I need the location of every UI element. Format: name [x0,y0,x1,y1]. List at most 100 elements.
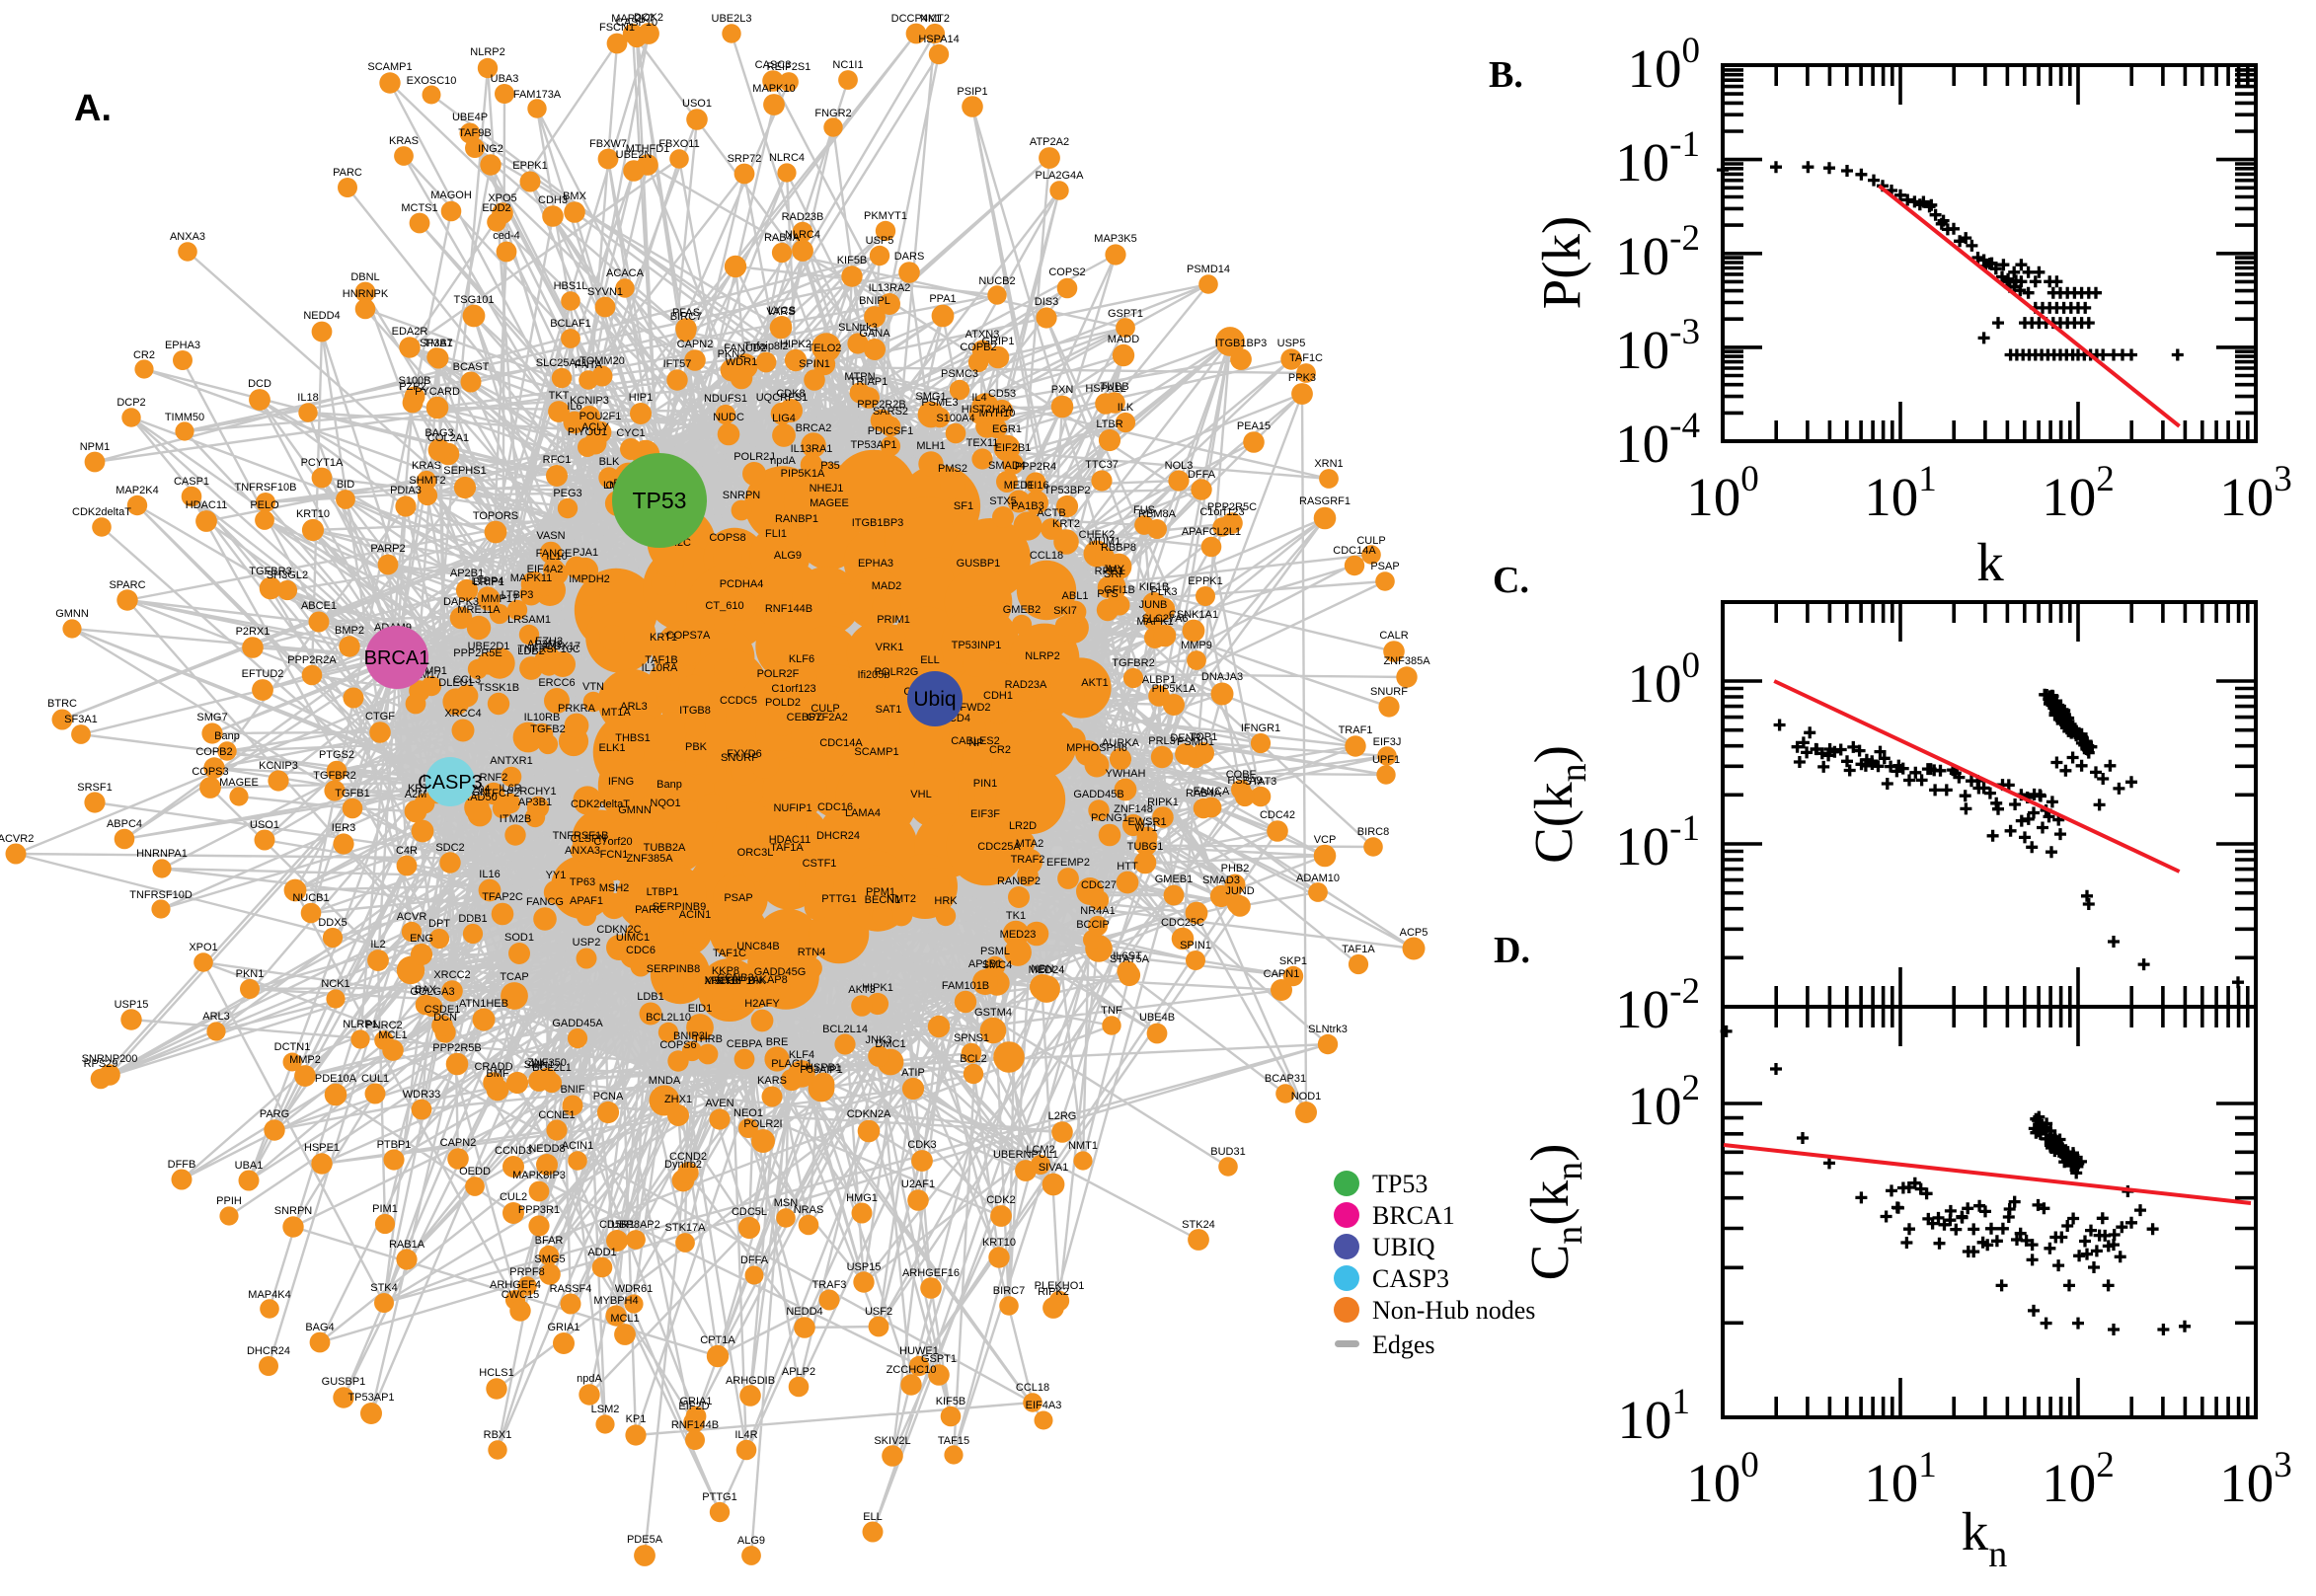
svg-text:NRAS: NRAS [794,1204,824,1216]
svg-text:CABLES2: CABLES2 [951,735,1000,747]
svg-text:PZP2: PZP2 [399,381,426,393]
svg-text:NLRP1: NLRP1 [343,1019,377,1030]
svg-text:IL6R: IL6R [499,783,521,795]
svg-text:SF3B1: SF3B1 [420,338,453,349]
svg-text:USP5: USP5 [866,235,894,247]
svg-text:CDK2: CDK2 [986,1194,1015,1206]
svg-text:CSDE1: CSDE1 [425,1004,461,1016]
svg-text:P53AIP1: P53AIP1 [800,1064,842,1076]
svg-text:ARHGEF16: ARHGEF16 [902,1267,960,1279]
svg-text:PNRC2: PNRC2 [365,1020,402,1031]
svg-text:TUBG1: TUBG1 [1127,841,1164,853]
svg-text:AKT1: AKT1 [1081,677,1109,689]
svg-text:JNK3: JNK3 [866,1034,892,1046]
svg-text:POLR2G: POLR2G [875,666,919,678]
svg-text:PLA2G4A: PLA2G4A [1036,170,1085,182]
svg-text:SMG7: SMG7 [196,712,227,723]
svg-text:CD53: CD53 [988,388,1016,400]
svg-text:D.: D. [1494,930,1530,971]
svg-text:COPS2: COPS2 [1048,266,1085,278]
svg-text:SRF: SRF [1104,569,1125,580]
svg-text:XPO1: XPO1 [189,942,217,953]
svg-text:RAB4A: RAB4A [764,232,801,244]
svg-text:NUDC: NUDC [713,412,744,423]
svg-text:BAG4: BAG4 [305,1322,334,1333]
svg-text:HSPE1: HSPE1 [304,1142,340,1154]
svg-text:UBE4B: UBE4B [1139,1012,1175,1024]
svg-text:TSG101: TSG101 [454,294,495,306]
svg-text:UPF1: UPF1 [1372,754,1400,766]
svg-text:MYBPH4: MYBPH4 [593,1295,638,1307]
svg-text:PTGS2: PTGS2 [319,749,354,761]
svg-text:PARC: PARC [333,167,362,179]
svg-text:CDK3: CDK3 [907,1139,936,1151]
svg-text:PCNG1: PCNG1 [1091,812,1128,824]
svg-text:CTGF: CTGF [365,711,395,722]
svg-text:GMNN: GMNN [618,804,652,816]
svg-text:SPIN1: SPIN1 [799,358,830,370]
svg-text:WT1: WT1 [1134,822,1157,834]
svg-text:TOMM20: TOMM20 [579,355,625,367]
svg-text:CYC1: CYC1 [616,427,645,439]
svg-text:GUSBP1: GUSBP1 [322,1376,366,1388]
svg-text:SMAD4: SMAD4 [988,460,1026,472]
svg-text:LCM2: LCM2 [1026,1144,1054,1156]
svg-text:CRADD: CRADD [474,1061,512,1073]
svg-text:MAD2: MAD2 [872,580,902,592]
svg-text:MED24: MED24 [1029,964,1065,976]
svg-text:ITM2B: ITM2B [500,813,531,825]
svg-text:BRCA1: BRCA1 [364,647,430,669]
svg-text:STK17A: STK17A [665,1222,707,1234]
svg-text:CWC15: CWC15 [502,1289,540,1301]
svg-text:IL13RA2: IL13RA2 [869,282,911,294]
svg-text:CDC16: CDC16 [817,801,853,813]
svg-text:ABPC4: ABPC4 [107,818,142,830]
svg-text:MAPK1: MAPK1 [1136,616,1173,628]
svg-text:CASP3: CASP3 [1372,1264,1449,1293]
svg-text:UQCRFS1: UQCRFS1 [756,392,809,404]
svg-text:NEDD4: NEDD4 [303,310,340,322]
svg-text:TIMM50: TIMM50 [165,412,204,423]
svg-text:NMT2: NMT2 [887,893,916,905]
svg-text:FCN1: FCN1 [600,849,629,861]
svg-text:PMS2: PMS2 [938,463,967,475]
svg-text:TP53AP1: TP53AP1 [347,1392,394,1404]
svg-text:P(k): P(k) [1531,216,1591,310]
svg-text:ITGB8: ITGB8 [679,705,711,717]
svg-text:IL4: IL4 [971,392,986,404]
svg-text:C1orf123: C1orf123 [771,683,815,695]
svg-text:CASP1: CASP1 [174,476,209,488]
svg-text:WDR61: WDR61 [615,1283,654,1295]
svg-text:GADD45B: GADD45B [1073,789,1123,800]
svg-text:SMG1: SMG1 [915,391,946,403]
svg-text:CLSPN: CLSPN [571,833,607,845]
svg-text:ANXA3: ANXA3 [170,231,205,243]
svg-text:BRCA2: BRCA2 [796,422,832,434]
svg-text:PXN: PXN [1051,384,1074,396]
svg-text:COPB2: COPB2 [960,342,996,353]
svg-text:SERPINB8: SERPINB8 [647,963,700,975]
svg-text:CCND3: CCND3 [495,1145,532,1157]
svg-text:RTN4: RTN4 [798,947,826,958]
svg-text:KCNIP3: KCNIP3 [570,395,609,407]
svg-text:IFNG: IFNG [608,776,634,788]
svg-text:SAT1: SAT1 [876,704,902,716]
svg-text:IER3: IER3 [332,822,355,834]
svg-text:PDICSF1: PDICSF1 [868,425,913,437]
svg-text:DOK2: DOK2 [634,12,663,24]
svg-text:ABL1: ABL1 [1062,590,1089,602]
svg-text:Tnfaip8l2: Tnfaip8l2 [743,341,788,352]
svg-text:Edges: Edges [1372,1330,1435,1359]
svg-text:PCNA: PCNA [593,1091,624,1102]
svg-text:HBS1L: HBS1L [554,280,588,292]
svg-text:CDK2deltaT: CDK2deltaT [571,798,630,810]
svg-text:UBE4P: UBE4P [452,112,488,123]
svg-text:ZNF350: ZNF350 [527,1057,567,1069]
svg-text:CAPN2: CAPN2 [677,339,714,350]
svg-text:COX17: COX17 [545,641,580,652]
svg-text:XRCC4: XRCC4 [444,708,481,720]
svg-text:KARS: KARS [757,1075,787,1087]
svg-text:POLR2I: POLR2I [743,1118,782,1130]
svg-text:PLAGL1: PLAGL1 [771,1058,812,1070]
svg-text:MTHFD1: MTHFD1 [626,143,670,155]
